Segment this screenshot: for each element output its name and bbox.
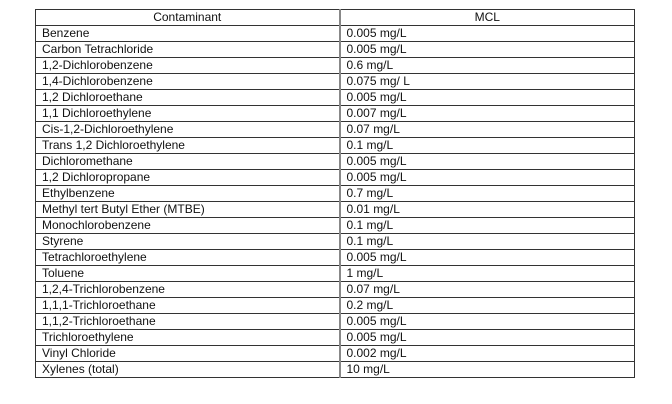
table-row: Trichloroethylene 0.005 mg/L <box>35 329 635 346</box>
table-row: 1,1,1-Trichloroethane 0.2 mg/L <box>35 297 635 314</box>
mcl-cell: 0.1 mg/L <box>338 217 635 234</box>
mcl-cell: 0.07 mg/L <box>338 281 635 298</box>
mcl-cell: 0.005 mg/L <box>338 249 635 266</box>
mcl-cell: 10 mg/L <box>338 361 635 378</box>
contaminant-cell: 1,1,1-Trichloroethane <box>35 297 340 314</box>
contaminant-cell: Trichloroethylene <box>35 329 340 346</box>
mcl-cell: 1 mg/L <box>338 265 635 282</box>
mcl-cell: 0.002 mg/L <box>338 345 635 362</box>
contaminant-cell: 1,1 Dichloroethylene <box>35 105 340 122</box>
contaminant-cell: Toluene <box>35 265 340 282</box>
contaminant-cell: Vinyl Chloride <box>35 345 340 362</box>
mcl-cell: 0.005 mg/L <box>338 89 635 106</box>
table-row: Vinyl Chloride 0.002 mg/L <box>35 345 635 362</box>
table-row: Toluene 1 mg/L <box>35 265 635 282</box>
contaminant-cell: Benzene <box>35 25 340 42</box>
contaminant-cell: 1,1,2-Trichloroethane <box>35 313 340 330</box>
table-row: 1,4-Dichlorobenzene 0.075 mg/ L <box>35 73 635 90</box>
mcl-cell: 0.005 mg/L <box>338 153 635 170</box>
table-row: Ethylbenzene 0.7 mg/L <box>35 185 635 202</box>
contaminant-cell: 1,2 Dichloropropane <box>35 169 340 186</box>
mcl-cell: 0.005 mg/L <box>338 25 635 42</box>
table-row: 1,2 Dichloropropane 0.005 mg/L <box>35 169 635 186</box>
contaminant-cell: Tetrachloroethylene <box>35 249 340 266</box>
table-row: 1,1 Dichloroethylene 0.007 mg/L <box>35 105 635 122</box>
contaminant-cell: Trans 1,2 Dichloroethylene <box>35 137 340 154</box>
table-row: Cis-1,2-Dichloroethylene 0.07 mg/L <box>35 121 635 138</box>
mcl-cell: 0.005 mg/L <box>338 169 635 186</box>
contaminant-cell: Monochlorobenzene <box>35 217 340 234</box>
mcl-cell: 0.2 mg/L <box>338 297 635 314</box>
table-row: Carbon Tetrachloride 0.005 mg/L <box>35 41 635 58</box>
mcl-cell: 0.07 mg/L <box>338 121 635 138</box>
contaminant-cell: Styrene <box>35 233 340 250</box>
contaminant-cell: Methyl tert Butyl Ether (MTBE) <box>35 201 340 218</box>
mcl-cell: 0.007 mg/L <box>338 105 635 122</box>
table-row: Benzene 0.005 mg/L <box>35 25 635 42</box>
header-mcl: MCL <box>338 9 635 26</box>
table-row: 1,1,2-Trichloroethane 0.005 mg/L <box>35 313 635 330</box>
header-row: Contaminant MCL <box>35 9 635 26</box>
table-row: Tetrachloroethylene 0.005 mg/L <box>35 249 635 266</box>
table-row: 1,2,4-Trichlorobenzene 0.07 mg/L <box>35 281 635 298</box>
contaminant-cell: Dichloromethane <box>35 153 340 170</box>
mcl-cell: 0.005 mg/L <box>338 313 635 330</box>
header-contaminant: Contaminant <box>35 9 340 26</box>
contaminant-cell: Xylenes (total) <box>35 361 340 378</box>
mcl-cell: 0.1 mg/L <box>338 233 635 250</box>
mcl-cell: 0.01 mg/L <box>338 201 635 218</box>
contaminant-cell: 1,4-Dichlorobenzene <box>35 73 340 90</box>
contaminant-cell: Carbon Tetrachloride <box>35 41 340 58</box>
table-row: 1,2-Dichlorobenzene 0.6 mg/L <box>35 57 635 74</box>
contaminant-mcl-table: Contaminant MCL Benzene 0.005 mg/L Carbon … <box>35 9 635 378</box>
contaminant-cell: 1,2 Dichloroethane <box>35 89 340 106</box>
table-row: Monochlorobenzene 0.1 mg/L <box>35 217 635 234</box>
mcl-cell: 0.1 mg/L <box>338 137 635 154</box>
table-row: Xylenes (total) 10 mg/L <box>35 361 635 378</box>
table-row: Methyl tert Butyl Ether (MTBE) 0.01 mg/L <box>35 201 635 218</box>
table-row: Dichloromethane 0.005 mg/L <box>35 153 635 170</box>
mcl-cell: 0.005 mg/L <box>338 329 635 346</box>
contaminant-cell: 1,2-Dichlorobenzene <box>35 57 340 74</box>
mcl-cell: 0.005 mg/L <box>338 41 635 58</box>
contaminant-cell: Cis-1,2-Dichloroethylene <box>35 121 340 138</box>
table-row: Trans 1,2 Dichloroethylene 0.1 mg/L <box>35 137 635 154</box>
table-row: 1,2 Dichloroethane 0.005 mg/L <box>35 89 635 106</box>
contaminant-cell: 1,2,4-Trichlorobenzene <box>35 281 340 298</box>
mcl-cell: 0.075 mg/ L <box>338 73 635 90</box>
table-row: Styrene 0.1 mg/L <box>35 233 635 250</box>
mcl-cell: 0.6 mg/L <box>338 57 635 74</box>
mcl-cell: 0.7 mg/L <box>338 185 635 202</box>
contaminant-cell: Ethylbenzene <box>35 185 340 202</box>
